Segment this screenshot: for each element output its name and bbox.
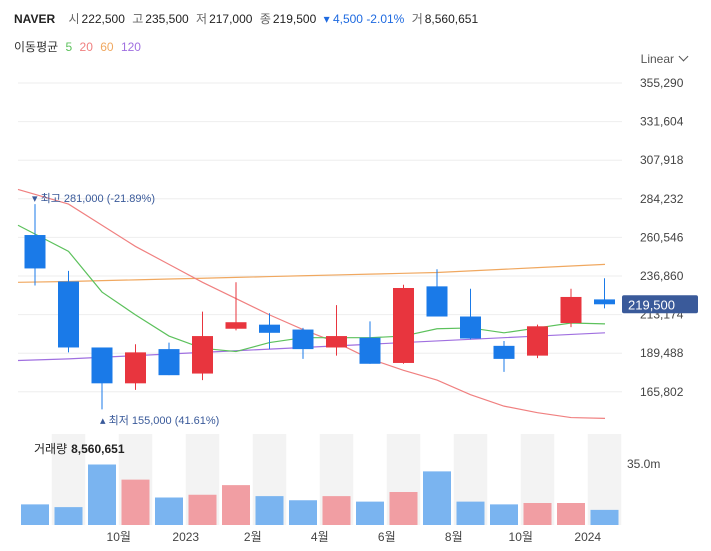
volume-value: 8,560,651 [424, 12, 479, 26]
volume-bar [490, 504, 518, 525]
x-tick-label: 10월 [107, 530, 131, 544]
volume-bar [289, 500, 317, 525]
ma-5: 5 [65, 40, 73, 54]
volume-bar [188, 494, 217, 525]
scale-dropdown[interactable]: Linear [640, 51, 689, 66]
volume-bar [423, 471, 451, 525]
volume-bar [523, 503, 552, 525]
candle-body [493, 345, 515, 359]
volume-panel-value: 8,560,651 [71, 442, 125, 456]
scale-label: Linear [640, 52, 674, 66]
ma-label: 이동평균 [14, 40, 59, 54]
volume-bar [222, 485, 250, 525]
ma-60: 60 [100, 40, 114, 54]
candle-body [326, 336, 347, 348]
volume-bar [557, 503, 585, 525]
low-value: 217,000 [209, 12, 253, 26]
quote-header: NAVER 시 222,500 고 235,500 저 217,000 종 219,50… [14, 10, 482, 27]
candle-body [24, 235, 46, 269]
moving-average-legend[interactable]: 이동평균 5 20 60 120 [14, 38, 145, 55]
volume-bar [255, 496, 284, 525]
current-price-value: 219,500 [628, 297, 675, 312]
open-label: 시 [68, 12, 80, 26]
x-tick-label: 4월 [311, 530, 329, 544]
volume-axis-label: 35.0m [627, 457, 660, 471]
x-tick-label: 2024 [574, 530, 601, 544]
candle-body [527, 326, 548, 356]
candle-body [594, 299, 615, 305]
stock-name: NAVER [14, 12, 56, 26]
volume-bar [21, 504, 49, 525]
x-tick-label: 6월 [378, 530, 396, 544]
ma-120: 120 [120, 40, 141, 54]
volume-bar [322, 496, 351, 525]
candle-body [460, 316, 481, 339]
y-tick-label: 236,860 [640, 269, 684, 283]
ma-5-line [17, 224, 606, 353]
candle-body [259, 324, 280, 333]
volume-stripe [587, 434, 622, 525]
change-value: ▾ 4,500 -2.01% [323, 12, 405, 26]
volume-bar [456, 501, 485, 525]
high-label: 고 [132, 12, 144, 26]
ma-20: 20 [79, 40, 93, 54]
y-tick-label: 331,604 [640, 115, 684, 129]
candle-body [192, 336, 213, 374]
open-value: 222,500 [81, 12, 125, 26]
high-annotation: ▾ 최고 281,000 (-21.89%) [32, 192, 155, 205]
volume-bar [155, 497, 183, 525]
x-tick-label: 8월 [445, 530, 463, 544]
volume-bar [590, 509, 619, 525]
y-tick-label: 189,488 [640, 346, 684, 360]
low-annotation: ▴ 최저 155,000 (41.61%) [100, 414, 219, 427]
volume-bar [88, 464, 116, 525]
low-label: 저 [196, 12, 208, 26]
volume-panel-label: 거래량 [34, 442, 68, 456]
y-tick-label: 260,546 [640, 230, 684, 244]
close-value: 219,500 [272, 12, 317, 26]
y-tick-label: 355,290 [640, 76, 684, 90]
volume-label: 거 [411, 12, 423, 26]
candle-body [560, 296, 582, 324]
current-price-tag [622, 295, 698, 314]
volume-bar [54, 507, 83, 525]
candle-body [91, 347, 113, 384]
volume-bar [121, 479, 150, 525]
x-tick-label: 2월 [244, 530, 262, 544]
ma-20-line [17, 188, 606, 419]
y-tick-label: 307,918 [640, 153, 684, 167]
y-tick-label: 284,232 [640, 192, 684, 206]
candle-body [426, 286, 448, 317]
candle-body [292, 329, 314, 350]
x-tick-label: 2023 [172, 530, 199, 544]
volume-bar [389, 492, 418, 525]
candle-body [158, 349, 180, 376]
candle-body [58, 281, 79, 348]
y-tick-label: 165,802 [640, 385, 684, 399]
volume-bar [356, 501, 384, 525]
candle-body [359, 337, 381, 364]
candle-body [393, 287, 414, 363]
close-label: 종 [259, 12, 271, 26]
high-value: 235,500 [145, 12, 189, 26]
candle-body [225, 322, 247, 329]
x-tick-label: 10월 [509, 530, 533, 544]
ma-60-line [17, 263, 606, 283]
candle-body [125, 352, 146, 384]
volume-panel-title: 거래량 8,560,651 [34, 440, 125, 457]
